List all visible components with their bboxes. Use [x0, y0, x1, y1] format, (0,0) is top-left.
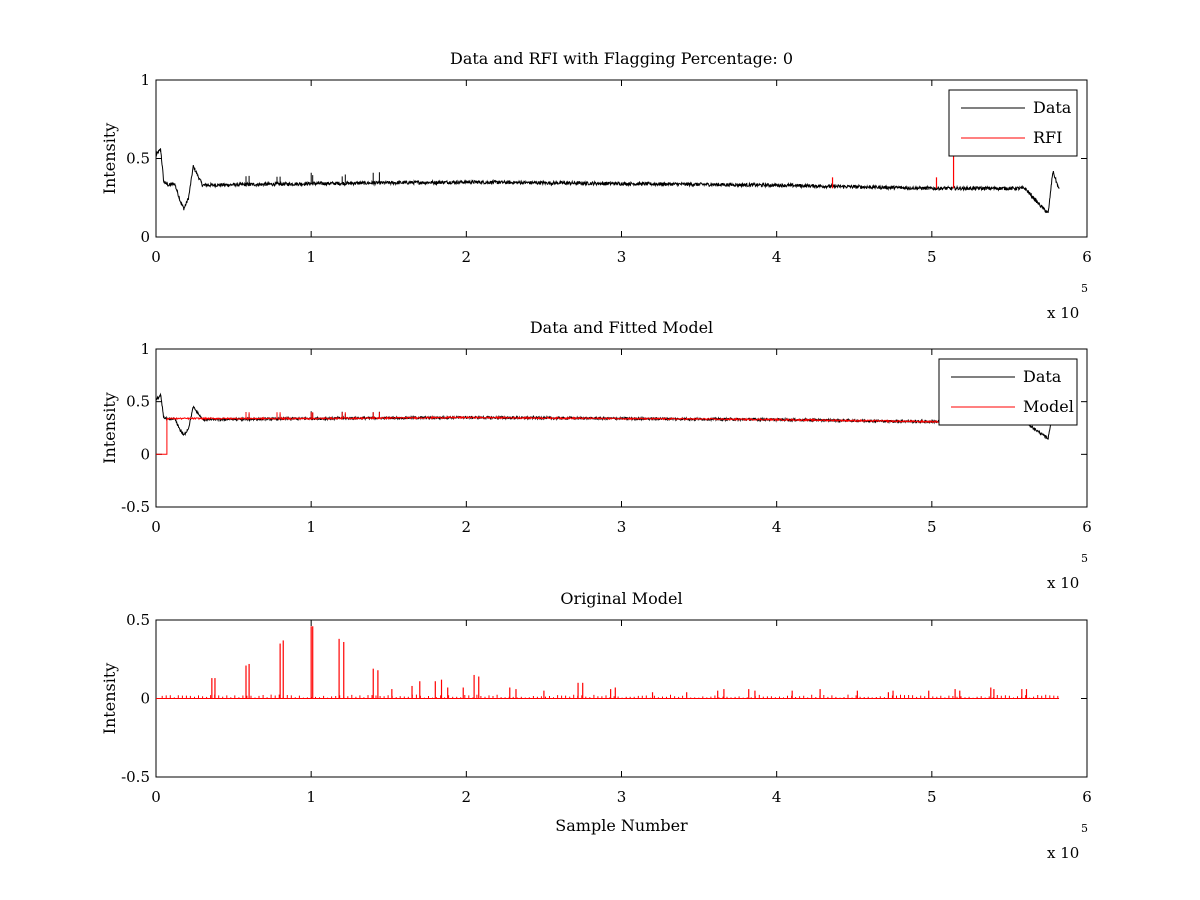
x-tick-label: 0 [151, 518, 161, 536]
x-tick-label: 6 [1082, 518, 1092, 536]
x-tick-label: 6 [1082, 248, 1092, 266]
x-tick-label: 4 [772, 788, 782, 806]
legend-box [948, 89, 1078, 157]
x-tick-label: 3 [617, 788, 627, 806]
y-tick-label: -0.5 [121, 498, 150, 516]
chart-title: Data and RFI with Flagging Percentage: 0 [450, 49, 793, 68]
series-line-model [156, 415, 1026, 455]
legend: Data RFI [948, 89, 1078, 157]
x-exponent-label: x 10 [1047, 844, 1079, 862]
x-tick-label: 1 [306, 518, 316, 536]
legend-label: Data [1023, 367, 1062, 386]
y-axis-label: Intensity [100, 392, 119, 464]
legend: Data Model [938, 358, 1078, 426]
x-tick-label: 0 [151, 248, 161, 266]
x-exponent-label: x 10 [1047, 574, 1079, 592]
legend-box [938, 358, 1078, 426]
x-exponent-power: 5 [1081, 282, 1088, 295]
y-tick-label: 0 [140, 690, 150, 708]
y-tick-label: -0.5 [121, 768, 150, 786]
x-tick-label: 3 [617, 518, 627, 536]
plot-area [156, 148, 1060, 214]
y-axis-label: Intensity [100, 123, 119, 195]
series-data-spikes [245, 172, 380, 185]
x-tick-label: 5 [927, 518, 937, 536]
x-axis-label: Sample Number [555, 816, 688, 835]
chart-title: Data and Fitted Model [530, 318, 713, 337]
x-tick-label: 4 [772, 518, 782, 536]
axes-box [155, 348, 1088, 508]
x-tick-label: 6 [1082, 788, 1092, 806]
y-tick-label: 1 [140, 340, 150, 358]
series-line-data [156, 148, 1060, 214]
x-tick-label: 5 [927, 248, 937, 266]
x-tick-label: 0 [151, 788, 161, 806]
legend-label: Data [1033, 98, 1072, 117]
axes-box [155, 79, 1088, 238]
series-noise-spikes [161, 694, 1059, 699]
y-tick-label: 0 [140, 445, 150, 463]
x-tick-label: 2 [462, 248, 472, 266]
y-axis-label: Intensity [100, 663, 119, 735]
x-exponent-power: 5 [1081, 822, 1088, 835]
x-tick-label: 1 [306, 248, 316, 266]
x-tick-label: 2 [462, 788, 472, 806]
x-exponent-label: x 10 [1047, 304, 1079, 322]
x-tick-label: 4 [772, 248, 782, 266]
legend-label: RFI [1033, 128, 1062, 147]
y-tick-label: 0 [140, 228, 150, 246]
chart-title: Original Model [560, 589, 682, 608]
x-tick-label: 1 [306, 788, 316, 806]
x-exponent-power: 5 [1081, 552, 1088, 565]
plot-area [156, 626, 1060, 699]
y-tick-label: 0.5 [126, 150, 150, 168]
y-tick-label: 1 [140, 71, 150, 89]
x-tick-label: 3 [617, 248, 627, 266]
x-tick-label: 2 [462, 518, 472, 536]
legend-label: Model [1023, 397, 1074, 416]
series-model-spikes [245, 412, 380, 419]
y-tick-label: 0.5 [126, 393, 150, 411]
y-tick-label: 0.5 [126, 611, 150, 629]
x-tick-label: 5 [927, 788, 937, 806]
plot-area [156, 392, 1060, 455]
panel-rfi: Data and RFI with Flagging Percentage: 0… [100, 49, 1092, 322]
